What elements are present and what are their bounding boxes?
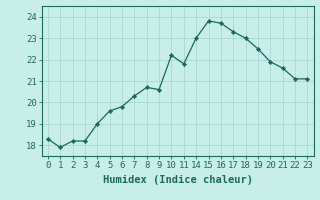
X-axis label: Humidex (Indice chaleur): Humidex (Indice chaleur): [103, 175, 252, 185]
